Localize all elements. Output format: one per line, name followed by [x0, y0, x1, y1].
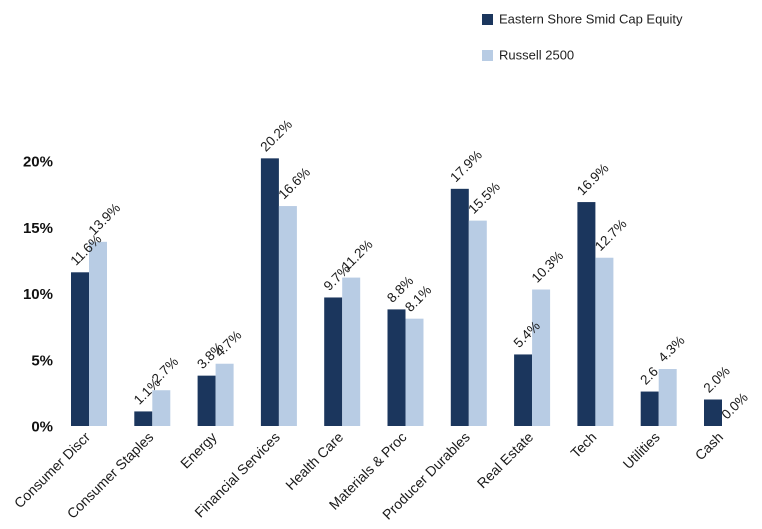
bar-utilities-benchmark: [658, 369, 677, 426]
legend-swatch-russell-2500: [482, 50, 493, 61]
y-tick-label: 0%: [31, 419, 53, 436]
legend-swatch-eastern-shore-smid-cap-equity: [482, 14, 493, 25]
bar-consumer-discr-benchmark: [89, 241, 107, 426]
y-tick-label: 15%: [23, 220, 53, 237]
data-label-producer-durables-fund: 17.9%: [447, 147, 485, 185]
x-tick-label-cash: Cash: [692, 429, 726, 463]
x-tick-label-real-estate: Real Estate: [474, 429, 537, 492]
legend: Eastern Shore Smid Cap Equity Russell 250…: [482, 12, 683, 63]
bar-materials-and-proc-fund: [387, 309, 406, 426]
bar-materials-and-proc-benchmark: [405, 318, 424, 426]
bar-consumer-staples-fund: [134, 411, 153, 426]
y-tick-label: 20%: [23, 154, 53, 171]
bar-energy-benchmark: [215, 363, 234, 426]
y-tick-label: 10%: [23, 286, 53, 303]
x-tick-label-energy: Energy: [177, 429, 220, 472]
bar-producer-durables-benchmark: [468, 220, 487, 426]
bars: [71, 158, 722, 426]
y-tick-label: 5%: [31, 352, 53, 369]
bar-financial-services-fund: [260, 158, 279, 426]
data-label-energy-benchmark: 4.7%: [212, 327, 244, 359]
bar-real-estate-benchmark: [532, 289, 551, 426]
bar-consumer-staples-benchmark: [152, 390, 171, 426]
x-tick-label-tech: Tech: [567, 429, 599, 461]
data-label-health-care-benchmark: 11.2%: [339, 237, 376, 274]
data-label-real-estate-benchmark: 10.3%: [529, 248, 567, 286]
bar-tech-benchmark: [595, 257, 614, 426]
data-label-tech-fund: 16.9%: [574, 161, 612, 199]
y-axis: 0% 5% 10% 15% 20%: [23, 154, 53, 436]
x-tick-label-utilities: Utilities: [620, 429, 663, 472]
bar-producer-durables-fund: [450, 188, 469, 426]
bar-health-care-benchmark: [342, 277, 361, 426]
data-label-financial-services-benchmark: 16.6%: [275, 164, 313, 202]
x-tick-label-health-care: Health Care: [282, 429, 346, 493]
bar-tech-fund: [577, 202, 596, 426]
data-label-cash-benchmark: 0.0%: [719, 390, 751, 422]
bar-cash-fund: [704, 399, 722, 426]
bar-energy-fund: [197, 375, 216, 426]
data-label-utilities-fund: 2.6: [637, 364, 661, 388]
data-label-consumer-discr-benchmark: 13.9%: [86, 200, 124, 238]
data-label-producer-durables-benchmark: 15.5%: [465, 179, 503, 217]
bar-utilities-fund: [640, 391, 659, 426]
bar-health-care-fund: [324, 297, 343, 426]
bar-real-estate-fund: [514, 354, 533, 426]
data-label-financial-services-fund: 20.2%: [257, 117, 295, 155]
data-label-tech-benchmark: 12.7%: [592, 216, 630, 254]
data-label-cash-fund: 2.0%: [701, 363, 733, 395]
bar-financial-services-benchmark: [278, 206, 297, 426]
data-label-consumer-staples-benchmark: 2.7%: [149, 354, 181, 386]
data-label-utilities-benchmark: 4.3%: [655, 333, 687, 365]
legend-label-russell-2500: Russell 2500: [499, 48, 574, 63]
bar-consumer-discr-fund: [71, 272, 89, 426]
legend-label-eastern-shore-smid-cap-equity: Eastern Shore Smid Cap Equity: [499, 12, 683, 27]
